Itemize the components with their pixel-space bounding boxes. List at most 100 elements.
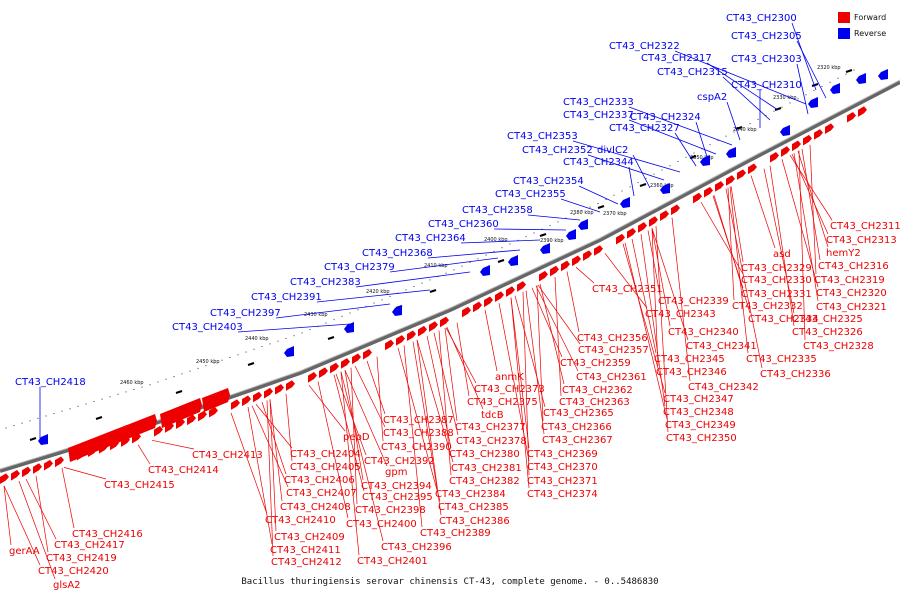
forward-gene-arrow[interactable] bbox=[198, 410, 207, 422]
reverse-gene-arrow[interactable] bbox=[508, 255, 518, 266]
forward-gene-arrow[interactable] bbox=[396, 335, 405, 346]
forward-gene-arrow[interactable] bbox=[22, 466, 31, 478]
forward-gene-arrow[interactable] bbox=[0, 473, 9, 484]
forward-gene-label[interactable]: CT43_CH2396 bbox=[381, 542, 452, 553]
forward-gene-label[interactable]: CT43_CH2404 bbox=[290, 449, 361, 460]
forward-gene-label[interactable]: glsA2 bbox=[53, 580, 81, 591]
forward-gene-arrow[interactable] bbox=[506, 286, 515, 297]
forward-gene-label[interactable]: gpm bbox=[385, 467, 407, 478]
forward-gene-arrow[interactable] bbox=[352, 353, 361, 365]
reverse-gene-label[interactable]: CT43_CH2337 bbox=[563, 110, 634, 121]
forward-gene-arrow[interactable] bbox=[638, 222, 647, 233]
reverse-gene-arrow[interactable] bbox=[830, 83, 840, 94]
forward-gene-arrow[interactable] bbox=[231, 399, 240, 410]
forward-gene-label[interactable]: CT43_CH2330 bbox=[741, 275, 812, 286]
forward-gene-label[interactable]: CT43_CH2329 bbox=[741, 263, 812, 274]
reverse-gene-arrow[interactable] bbox=[392, 305, 402, 316]
forward-gene-label[interactable]: CT43_CH2406 bbox=[284, 475, 355, 486]
forward-gene-arrow[interactable] bbox=[418, 325, 427, 337]
reverse-gene-label[interactable]: CT43_CH2355 bbox=[495, 189, 566, 200]
forward-gene-label[interactable]: CT43_CH2370 bbox=[527, 462, 598, 473]
forward-gene-label[interactable]: CT43_CH2386 bbox=[439, 516, 510, 527]
forward-gene-arrow[interactable] bbox=[748, 163, 757, 175]
forward-gene-arrow[interactable] bbox=[649, 216, 658, 227]
forward-gene-label[interactable]: CT43_CH2321 bbox=[816, 302, 887, 313]
reverse-gene-label[interactable]: CT43_CH2360 bbox=[428, 219, 499, 230]
forward-gene-label[interactable]: CT43_CH2339 bbox=[658, 296, 729, 307]
forward-gene-label[interactable]: CT43_CH2345 bbox=[654, 354, 725, 365]
forward-gene-label[interactable]: CT43_CH2392 bbox=[364, 456, 435, 467]
forward-gene-arrow[interactable] bbox=[858, 106, 867, 117]
forward-gene-label[interactable]: hemY2 bbox=[826, 248, 861, 259]
forward-gene-label[interactable]: CT43_CH2416 bbox=[72, 529, 143, 540]
forward-gene-label[interactable]: CT43_CH2419 bbox=[46, 553, 117, 564]
forward-gene-arrow[interactable] bbox=[286, 380, 295, 391]
forward-gene-label[interactable]: CT43_CH2367 bbox=[542, 435, 613, 446]
reverse-gene-label[interactable]: divIC2 bbox=[597, 145, 628, 156]
forward-gene-label[interactable]: CT43_CH2375 bbox=[467, 397, 538, 408]
forward-gene-arrow[interactable] bbox=[440, 316, 449, 328]
forward-gene-arrow[interactable] bbox=[792, 140, 801, 152]
reverse-gene-arrow[interactable] bbox=[480, 265, 490, 276]
reverse-gene-label[interactable]: CT43_CH2403 bbox=[172, 322, 243, 333]
forward-gene-arrow[interactable] bbox=[55, 456, 64, 468]
forward-gene-arrow[interactable] bbox=[462, 306, 471, 318]
forward-gene-label[interactable]: CT43_CH2415 bbox=[104, 480, 175, 491]
forward-gene-label[interactable]: CT43_CH2341 bbox=[686, 341, 757, 352]
reverse-gene-arrow[interactable] bbox=[700, 155, 710, 166]
forward-gene-arrow[interactable] bbox=[616, 233, 625, 245]
forward-gene-label[interactable]: CT43_CH2417 bbox=[54, 540, 125, 551]
forward-gene-label[interactable]: CT43_CH2336 bbox=[760, 369, 831, 380]
forward-gene-label[interactable]: CT43_CH2410 bbox=[265, 515, 336, 526]
reverse-gene-arrow[interactable] bbox=[808, 97, 818, 108]
forward-gene-label[interactable]: CT43_CH2366 bbox=[541, 422, 612, 433]
forward-gene-label[interactable]: CT43_CH2346 bbox=[656, 367, 727, 378]
forward-gene-label[interactable]: pepD bbox=[343, 432, 370, 443]
forward-gene-label[interactable]: anmK bbox=[495, 372, 524, 383]
forward-gene-arrow[interactable] bbox=[429, 321, 438, 332]
forward-gene-label[interactable]: CT43_CH2413 bbox=[192, 450, 263, 461]
forward-gene-label[interactable]: CT43_CH2319 bbox=[814, 275, 885, 286]
reverse-gene-arrow[interactable] bbox=[878, 69, 888, 80]
reverse-gene-label[interactable]: CT43_CH2418 bbox=[15, 377, 86, 388]
forward-gene-label[interactable]: CT43_CH2335 bbox=[746, 354, 817, 365]
forward-gene-label[interactable]: CT43_CH2356 bbox=[577, 333, 648, 344]
forward-gene-label[interactable]: CT43_CH2350 bbox=[666, 433, 737, 444]
forward-gene-label[interactable]: CT43_CH2384 bbox=[435, 489, 506, 500]
forward-gene-label[interactable]: CT43_CH2334 bbox=[748, 314, 819, 325]
forward-gene-label[interactable]: CT43_CH2412 bbox=[271, 557, 342, 568]
forward-gene-arrow[interactable] bbox=[671, 204, 680, 216]
reverse-gene-label[interactable]: CT43_CH2315 bbox=[657, 67, 728, 78]
forward-gene-label[interactable]: CT43_CH2340 bbox=[668, 327, 739, 338]
forward-gene-label[interactable]: CT43_CH2373 bbox=[474, 384, 545, 395]
forward-gene-arrow[interactable] bbox=[825, 123, 834, 134]
forward-gene-label[interactable]: CT43_CH2331 bbox=[741, 289, 812, 300]
forward-gene-arrow[interactable] bbox=[737, 169, 746, 180]
forward-gene-label[interactable]: CT43_CH2380 bbox=[449, 449, 520, 460]
reverse-gene-arrow[interactable] bbox=[540, 243, 550, 254]
reverse-gene-label[interactable]: CT43_CH2324 bbox=[630, 112, 701, 123]
reverse-gene-label[interactable]: CT43_CH2383 bbox=[290, 277, 361, 288]
forward-gene-label[interactable]: CT43_CH2395 bbox=[362, 492, 433, 503]
forward-gene-label[interactable]: CT43_CH2311 bbox=[830, 221, 900, 232]
forward-gene-label[interactable]: CT43_CH2387 bbox=[383, 415, 454, 426]
forward-gene-arrow[interactable] bbox=[726, 175, 735, 186]
forward-gene-arrow[interactable] bbox=[11, 470, 20, 481]
reverse-gene-label[interactable]: CT43_CH2310 bbox=[731, 80, 802, 91]
reverse-gene-label[interactable]: CT43_CH2364 bbox=[395, 233, 466, 244]
forward-gene-label[interactable]: CT43_CH2414 bbox=[148, 465, 219, 476]
forward-gene-label[interactable]: CT43_CH2381 bbox=[451, 463, 522, 474]
forward-gene-arrow[interactable] bbox=[33, 463, 42, 474]
reverse-gene-label[interactable]: CT43_CH2303 bbox=[731, 54, 802, 65]
forward-gene-label[interactable]: CT43_CH2313 bbox=[826, 235, 897, 246]
forward-gene-label[interactable]: gerAA bbox=[9, 546, 40, 557]
forward-gene-arrow[interactable] bbox=[154, 426, 163, 437]
forward-gene-label[interactable]: CT43_CH2407 bbox=[286, 488, 357, 499]
forward-gene-label[interactable]: asd bbox=[773, 249, 791, 260]
forward-gene-label[interactable]: CT43_CH2342 bbox=[688, 382, 759, 393]
reverse-gene-arrow[interactable] bbox=[856, 73, 866, 84]
forward-gene-label[interactable]: CT43_CH2377 bbox=[455, 422, 526, 433]
forward-gene-arrow[interactable] bbox=[407, 330, 416, 342]
forward-gene-label[interactable]: CT43_CH2409 bbox=[274, 532, 345, 543]
